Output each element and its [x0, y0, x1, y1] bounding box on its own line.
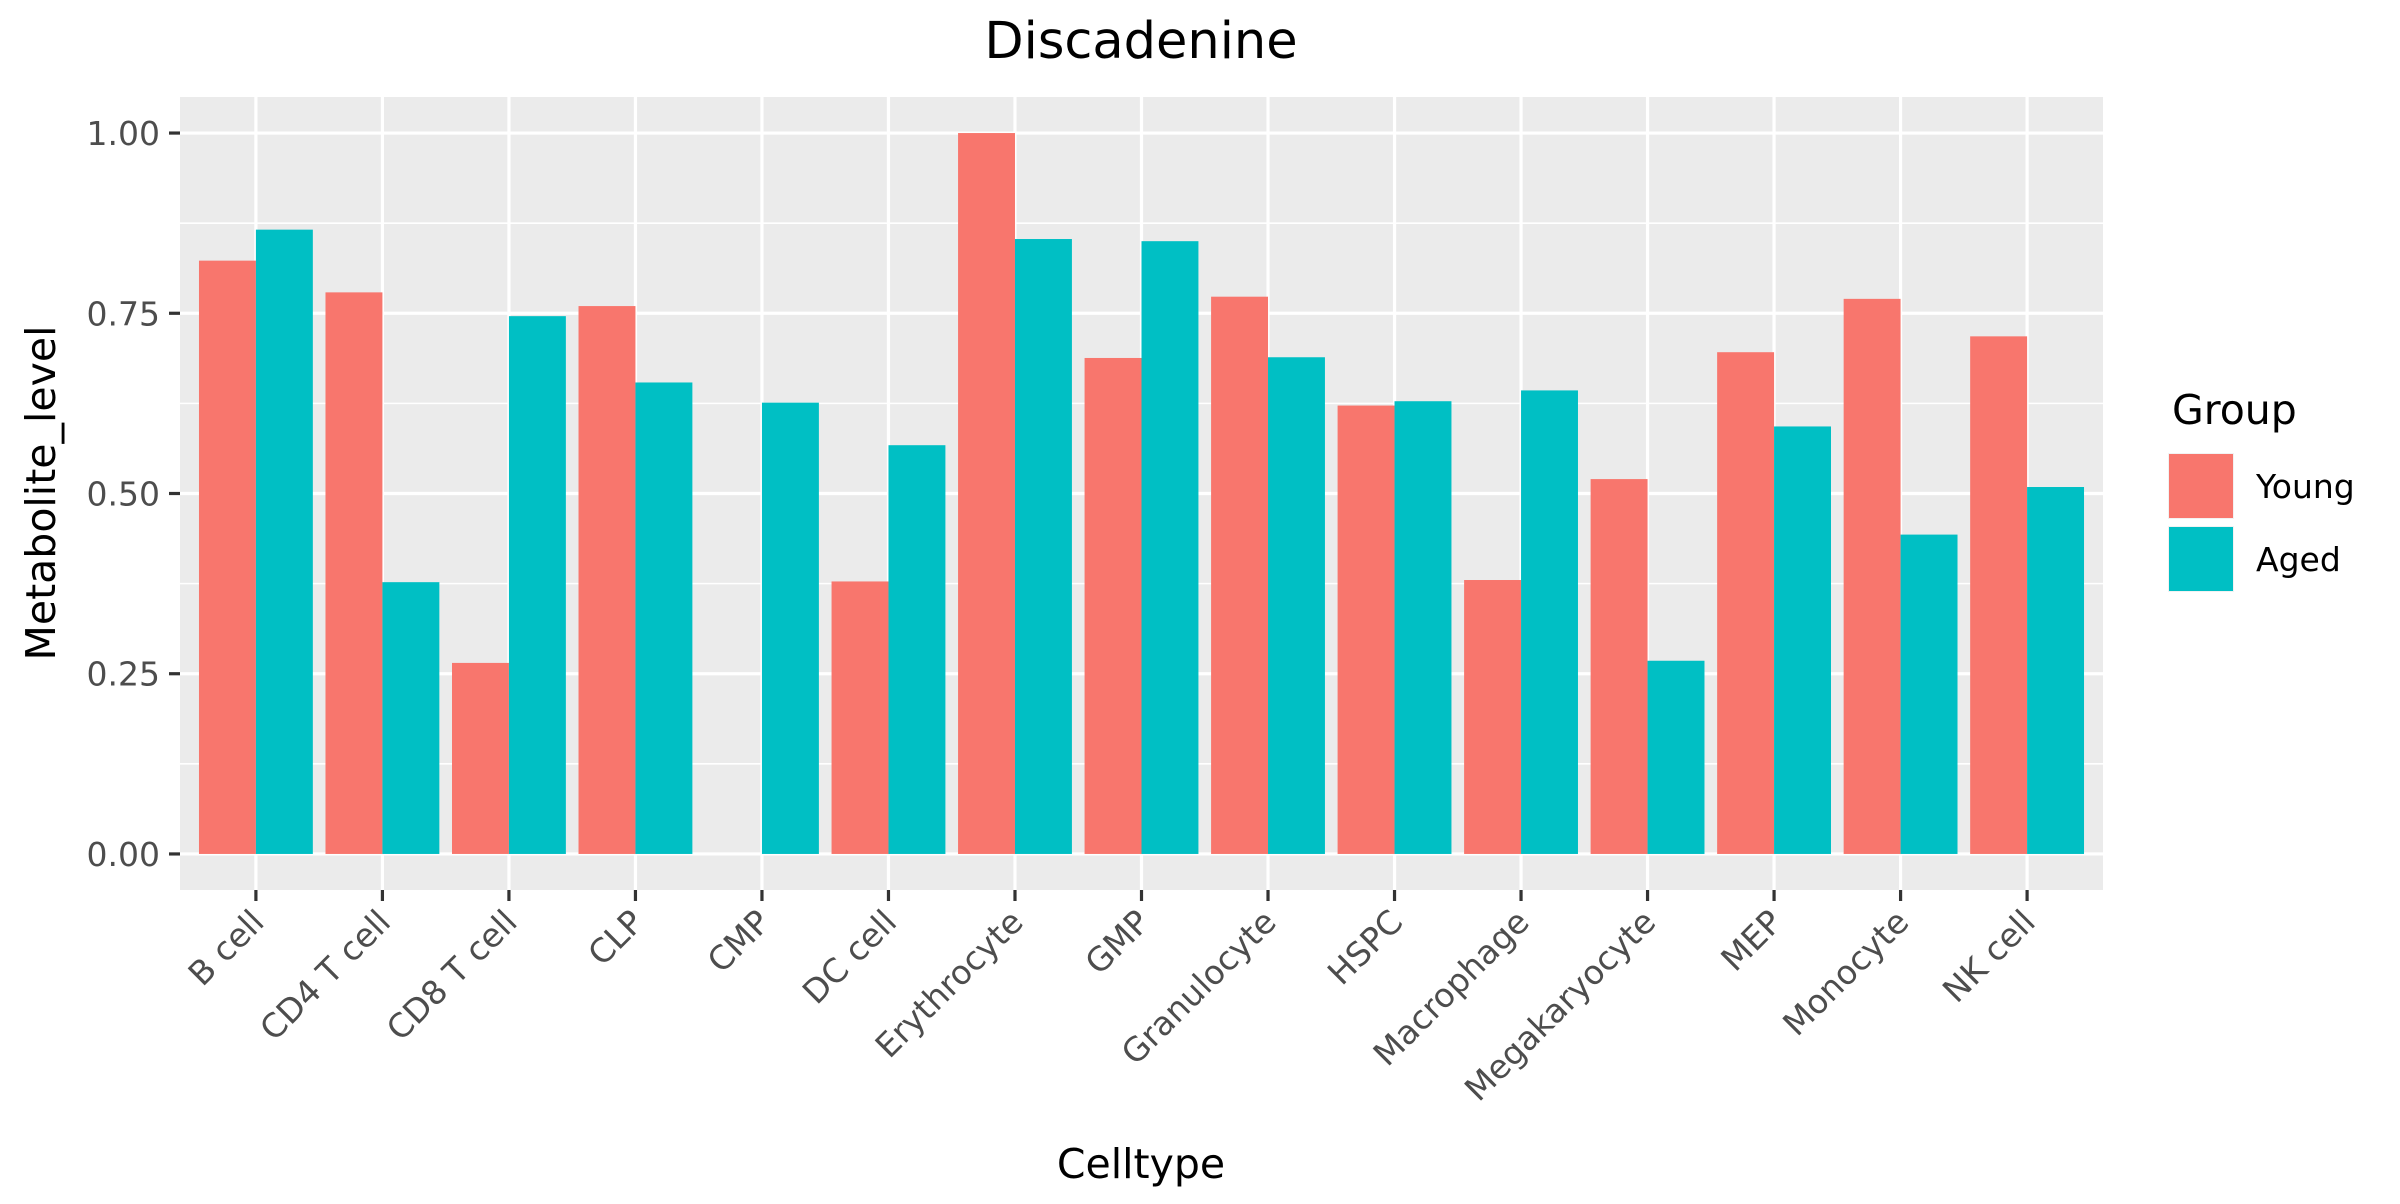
bar-young: [1337, 405, 1395, 854]
bars-layer: [198, 133, 2085, 854]
bar-aged: [1268, 357, 1325, 854]
bar-young: [1211, 296, 1269, 854]
bar-aged: [1394, 401, 1452, 854]
bar-young: [1717, 352, 1775, 854]
y-axis-label: Metabolite_level: [17, 326, 65, 661]
bar-young: [1970, 336, 2028, 854]
bar-young: [1084, 357, 1142, 854]
bar-aged: [1647, 660, 1705, 854]
bar-young: [452, 662, 509, 854]
bar-aged: [1774, 426, 1831, 854]
chart-title: Discadenine: [984, 12, 1297, 71]
y-tick-label: 0.75: [87, 294, 160, 333]
legend-title: Group: [2172, 386, 2297, 434]
bar-aged: [2027, 487, 2085, 854]
bar-aged: [888, 445, 946, 854]
bar-young: [1464, 580, 1522, 854]
bar-young: [831, 581, 889, 854]
x-axis-label: Celltype: [1057, 1140, 1225, 1188]
legend-label-aged: Aged: [2256, 540, 2341, 579]
bar-aged: [1521, 390, 1578, 854]
bar-aged: [1141, 241, 1199, 854]
bar-young: [958, 133, 1015, 854]
legend: Group Young Aged: [2168, 386, 2355, 592]
bar-aged: [382, 582, 440, 854]
legend-key-aged: [2169, 527, 2233, 591]
y-tick-label: 0.00: [87, 835, 160, 874]
bar-young: [1843, 298, 1901, 854]
y-axis: 0.00 0.25 0.50 0.75 1.00: [87, 114, 180, 874]
bar-aged: [635, 382, 693, 854]
bar-young: [325, 292, 383, 854]
legend-items: Young Aged: [2168, 453, 2355, 592]
bar-aged: [1900, 534, 1958, 854]
bar-aged: [508, 316, 566, 854]
bar-young: [578, 306, 636, 854]
bar-aged: [761, 402, 819, 854]
legend-key-young: [2169, 454, 2233, 518]
y-tick-label: 0.25: [87, 655, 160, 694]
bar-aged: [255, 229, 313, 854]
bar-young: [198, 260, 256, 854]
y-tick-label: 0.50: [87, 475, 160, 514]
legend-label-young: Young: [2255, 467, 2355, 506]
bar-young: [1590, 479, 1648, 854]
bar-aged: [1014, 239, 1072, 854]
y-tick-label: 1.00: [87, 114, 160, 153]
